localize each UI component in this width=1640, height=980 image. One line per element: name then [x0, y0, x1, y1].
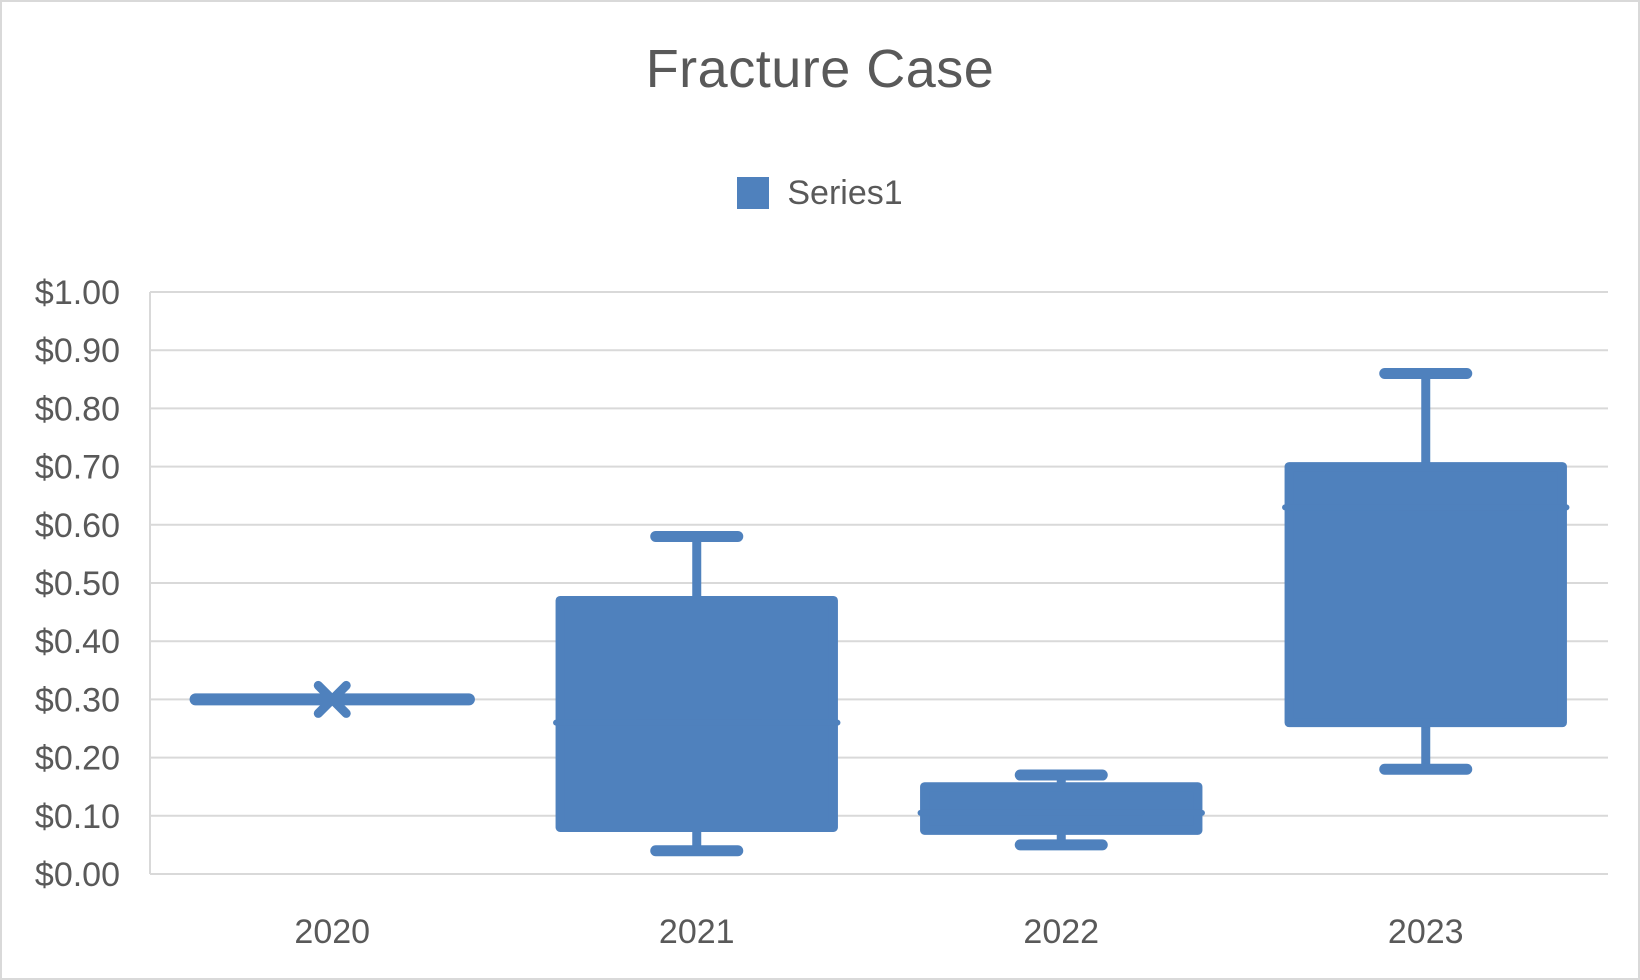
y-tick-label: $0.50 — [35, 565, 120, 603]
iqr-box — [555, 595, 838, 832]
iqr-box — [920, 782, 1203, 835]
y-axis-tick-labels: $0.00 $0.10 $0.20 $0.30 $0.40 $0.50 $0.60 $0.70… — [35, 274, 120, 894]
y-tick-label: $0.80 — [35, 390, 120, 428]
mean-marker — [313, 680, 351, 718]
box-2023 — [1282, 367, 1570, 775]
y-tick-label: $0.00 — [35, 856, 120, 894]
x-tick-label: 2021 — [659, 913, 735, 951]
legend-label-series1: Series1 — [787, 173, 903, 212]
box-2020 — [189, 680, 475, 718]
y-tick-label: $0.90 — [35, 332, 120, 370]
y-tick-label: $0.30 — [35, 681, 120, 719]
y-tick-label: $0.70 — [35, 449, 120, 487]
y-tick-label: $0.20 — [35, 740, 120, 778]
box-2022 — [917, 769, 1205, 851]
x-tick-label: 2022 — [1023, 913, 1099, 951]
y-tick-label: $0.10 — [35, 798, 120, 836]
box-2021 — [553, 530, 841, 857]
x-axis-tick-labels: 2020 2021 2022 2023 — [294, 913, 1463, 951]
box-series-series1 — [189, 367, 1570, 857]
y-tick-label: $0.40 — [35, 623, 120, 661]
y-tick-label: $1.00 — [35, 274, 120, 312]
legend-swatch-series1 — [737, 177, 770, 209]
y-tick-label: $0.60 — [35, 507, 120, 545]
x-tick-label: 2023 — [1388, 913, 1464, 951]
legend: Series1 — [0, 168, 1640, 218]
chart-title: Fracture Case — [645, 39, 995, 99]
x-tick-label: 2020 — [294, 913, 370, 951]
